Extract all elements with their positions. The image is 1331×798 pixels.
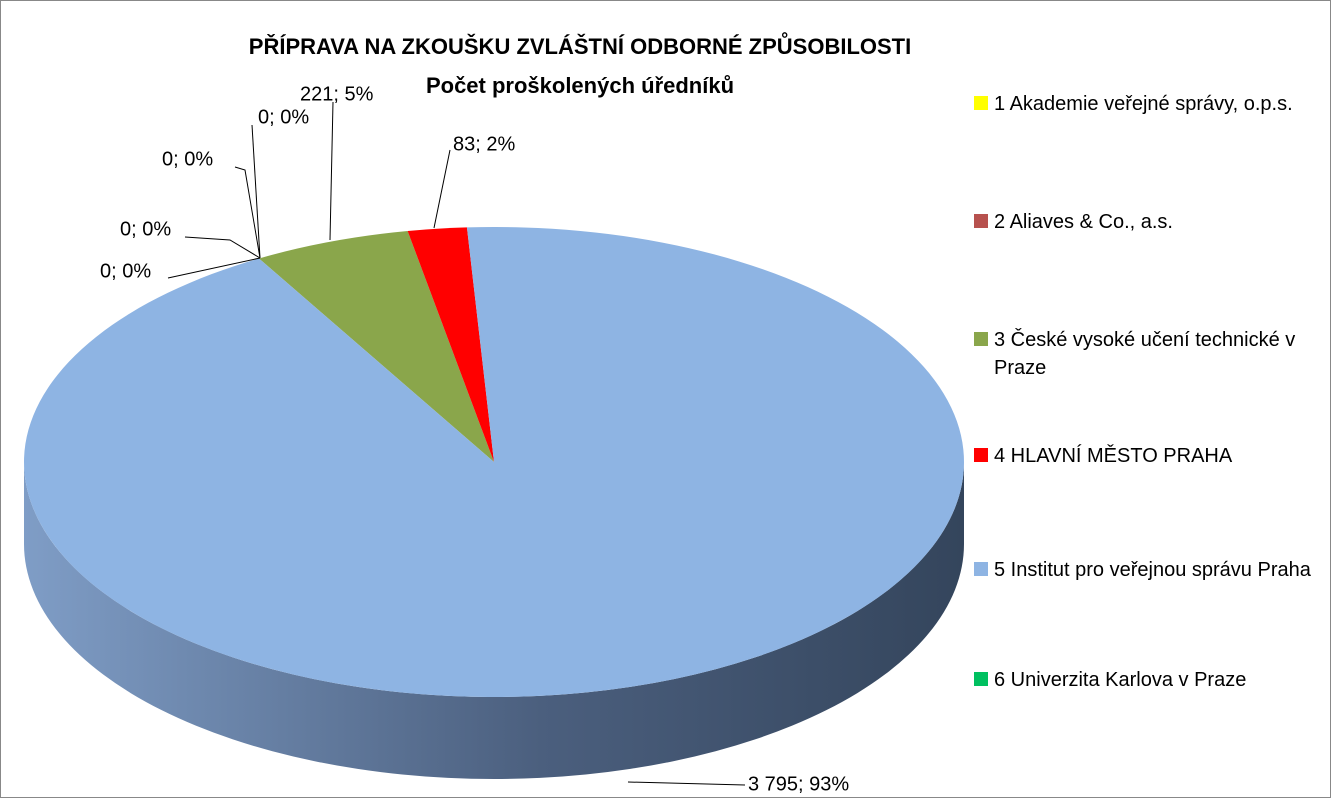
legend-label: 6 Univerzita Karlova v Praze (994, 669, 1247, 691)
slice (24, 226, 965, 697)
legend-swatch (974, 96, 988, 110)
legend-swatch (974, 332, 988, 346)
legend-label: 4 HLAVNÍ MĚSTO PRAHA (994, 445, 1233, 467)
leader-line (251, 124, 261, 259)
chart-subtitle: Počet proškolených úředníků (426, 73, 734, 98)
leader-line (329, 101, 334, 241)
data-label: 3 795; 93% (748, 773, 849, 795)
legend-label: 1 Akademie veřejné správy, o.p.s. (994, 93, 1293, 115)
leader-line (627, 781, 746, 786)
leader-line (184, 236, 261, 259)
data-label: 0; 0% (258, 106, 309, 128)
chart-title: PŘÍPRAVA NA ZKOUŠKU ZVLÁŠTNÍ ODBORNÉ ZPŮ… (249, 31, 911, 59)
legend-item: 1 Akademie veřejné správy, o.p.s. (974, 90, 1319, 118)
legend-swatch (974, 448, 988, 462)
slice (259, 231, 494, 462)
legend-swatch (974, 562, 988, 576)
legend-item: 6 Univerzita Karlova v Praze (974, 666, 1319, 694)
slice (259, 258, 494, 462)
data-label: 0; 0% (100, 260, 151, 282)
leader-line (167, 257, 261, 279)
legend-item: 4 HLAVNÍ MĚSTO PRAHA (974, 442, 1319, 470)
legend-swatch (974, 214, 988, 228)
leader-line (234, 166, 261, 259)
data-label: 0; 0% (120, 218, 171, 240)
legend-label: 2 Aliaves & Co., a.s. (994, 211, 1173, 233)
slice-side (24, 462, 964, 779)
data-label: 0; 0% (162, 148, 213, 170)
legend-label: 5 Institut pro veřejnou správu Praha (994, 559, 1311, 581)
slice (407, 227, 494, 462)
data-label: 221; 5% (300, 83, 374, 105)
legend-item: 5 Institut pro veřejnou správu Praha (974, 556, 1319, 584)
legend-item: 3 České vysoké učení technické v Praze (974, 326, 1319, 382)
leader-line (433, 149, 451, 229)
legend-swatch (974, 672, 988, 686)
legend-item: 2 Aliaves & Co., a.s. (974, 208, 1319, 236)
data-label: 83; 2% (453, 133, 515, 155)
legend-label: 3 České vysoké učení technické v Praze (994, 329, 1296, 379)
